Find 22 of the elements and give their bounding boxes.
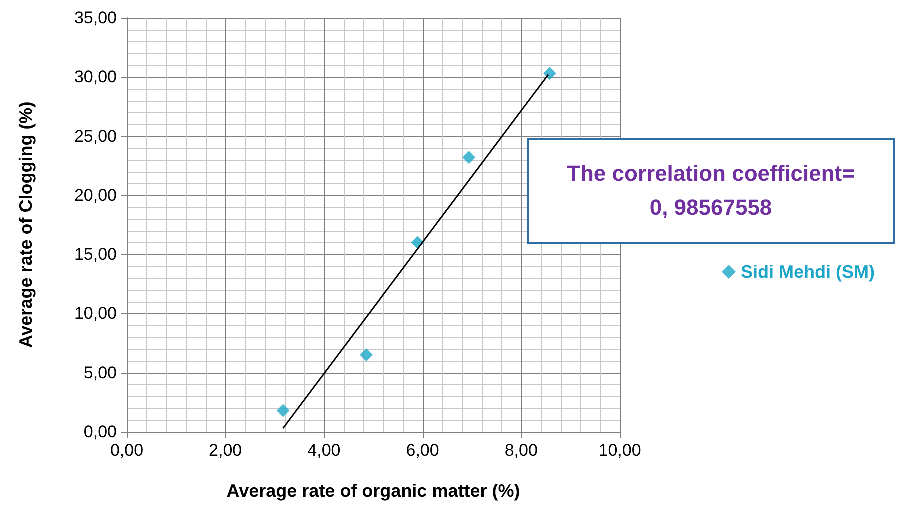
y-tick-label: 25,00 bbox=[74, 126, 117, 146]
x-tick-label: 2,00 bbox=[209, 441, 242, 460]
y-tick-label: 15,00 bbox=[74, 245, 117, 264]
y-axis-title: Average rate of Clogging (%) bbox=[16, 102, 36, 348]
legend-label: Sidi Mehdi (SM) bbox=[741, 262, 876, 282]
point bbox=[276, 404, 290, 418]
text-box: The correlation coefficient= 0, 98567558 bbox=[527, 138, 895, 244]
x-tick-label: 8,00 bbox=[504, 441, 538, 460]
y-tick-label: 5,00 bbox=[84, 363, 117, 382]
y-tick-label: 35,00 bbox=[74, 8, 117, 28]
point bbox=[462, 151, 476, 164]
y-tick-label: 20,00 bbox=[74, 186, 117, 205]
point bbox=[543, 67, 556, 80]
x-tick-label: 10,00 bbox=[598, 441, 642, 460]
point bbox=[360, 348, 374, 362]
y-tick-label: 30,00 bbox=[74, 68, 117, 87]
y-tick-label: 0,00 bbox=[84, 422, 117, 442]
y-tick-label: 10,00 bbox=[74, 304, 117, 324]
x-tick-label: 6,00 bbox=[406, 441, 440, 460]
x-axis-title: Average rate of organic matter (%) bbox=[226, 481, 520, 501]
x-tick-label: 4,00 bbox=[308, 441, 341, 460]
x-tick-label: 0,00 bbox=[110, 441, 144, 460]
